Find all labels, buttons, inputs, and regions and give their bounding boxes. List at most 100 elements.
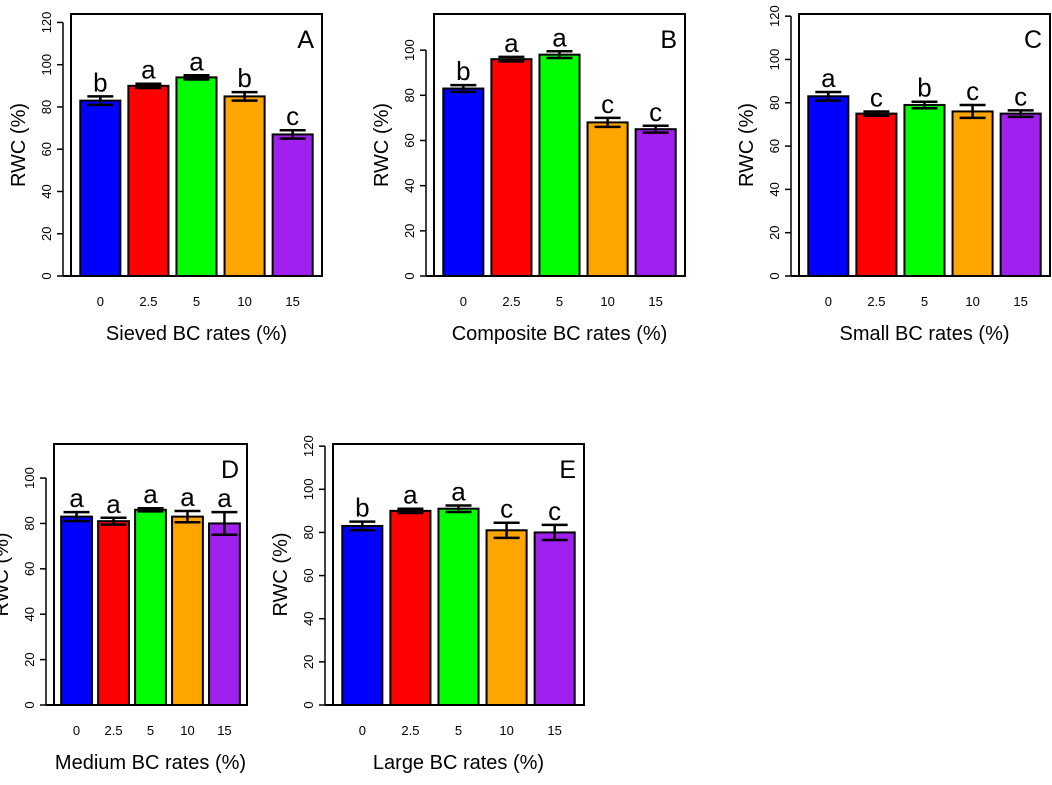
x-tick-label: 10 (965, 294, 979, 309)
bar (389, 509, 432, 706)
bar (271, 133, 314, 277)
y-axis-title: RWC (%) (371, 103, 393, 187)
significance-letter: a (451, 476, 466, 506)
x-tick-label: 0 (825, 294, 832, 309)
y-tick-label: 40 (22, 607, 37, 621)
y-tick-label: 80 (39, 100, 54, 114)
x-tick-label: 15 (285, 294, 299, 309)
significance-letter: c (500, 494, 513, 524)
significance-letter: a (504, 28, 519, 58)
plot-frame (53, 443, 248, 706)
x-tick-label: 0 (73, 723, 80, 738)
significance-letter: c (548, 496, 561, 526)
x-tick-label: 2.5 (139, 294, 157, 309)
x-axis-title: Small BC rates (%) (839, 323, 1009, 345)
panel-label: C (1024, 26, 1042, 54)
bar (223, 95, 266, 277)
bar (127, 84, 170, 277)
y-tick-label: 120 (301, 435, 316, 457)
bar (903, 103, 946, 277)
y-tick-label: 40 (39, 184, 54, 198)
y-tick-label: 100 (402, 39, 417, 61)
bar (855, 112, 898, 277)
y-tick-label: 40 (402, 178, 417, 192)
x-tick-label: 5 (193, 294, 200, 309)
x-axis-title: Large BC rates (%) (373, 752, 544, 774)
y-tick-label: 60 (22, 562, 37, 576)
bar (341, 524, 384, 706)
y-tick-label: 80 (301, 525, 316, 539)
significance-letter: a (189, 46, 204, 76)
bar (79, 99, 122, 278)
bar (437, 507, 480, 707)
y-tick-label: 60 (39, 142, 54, 156)
significance-letter: a (141, 55, 156, 85)
plot-frame (70, 13, 323, 277)
x-tick-label: 2.5 (401, 723, 419, 738)
y-tick-label: 0 (301, 701, 316, 708)
bar (97, 520, 130, 706)
y-tick-label: 40 (301, 611, 316, 625)
x-axis-title: Composite BC rates (%) (452, 323, 668, 345)
bar (60, 515, 93, 707)
significance-letter: a (69, 483, 84, 513)
bar (171, 515, 204, 707)
significance-letter: b (917, 73, 931, 103)
x-tick-label: 10 (237, 294, 251, 309)
significance-letter: a (403, 480, 418, 510)
y-tick-label: 20 (767, 225, 782, 239)
x-tick-label: 0 (97, 294, 104, 309)
significance-letter: b (237, 63, 251, 93)
y-tick-label: 20 (301, 655, 316, 669)
y-tick-label: 100 (301, 478, 316, 500)
x-tick-label: 15 (1013, 294, 1027, 309)
plot-frame (798, 13, 1051, 277)
panel-a: b 0 a 2.5 a 5 b 10 c 15 0 20 40 60 80 100 120 RWC (%) Siev… (8, 12, 323, 345)
significance-letter: c (649, 97, 662, 127)
bar (538, 53, 581, 278)
x-tick-label: 2.5 (867, 294, 885, 309)
y-tick-label: 40 (767, 182, 782, 196)
significance-letter: a (180, 482, 195, 512)
panel-label: B (660, 26, 677, 54)
significance-letter: b (355, 493, 369, 523)
panel-label: A (297, 26, 314, 54)
x-tick-label: 10 (600, 294, 614, 309)
x-tick-label: 5 (147, 723, 154, 738)
y-tick-label: 100 (22, 467, 37, 489)
y-tick-label: 0 (402, 272, 417, 279)
panel-d: a 0 a 2.5 a 5 a 10 a 15 0 20 40 60 80 100 RWC (%) Medium … (0, 443, 248, 774)
y-tick-label: 20 (39, 227, 54, 241)
bar (490, 58, 533, 278)
y-tick-label: 100 (39, 54, 54, 76)
panel-label: D (221, 456, 239, 484)
significance-letter: c (870, 82, 883, 112)
significance-letter: b (93, 67, 107, 97)
x-tick-label: 5 (455, 723, 462, 738)
significance-letter: b (456, 56, 470, 86)
x-axis-title: Medium BC rates (%) (55, 752, 246, 774)
panel-b: b 0 a 2.5 a 5 c 10 c 15 0 20 40 60 80 100 RWC (%) Composi… (371, 13, 686, 345)
bar (208, 522, 241, 706)
x-tick-label: 2.5 (104, 723, 122, 738)
y-tick-label: 0 (39, 272, 54, 279)
bar (134, 508, 167, 706)
y-tick-label: 80 (767, 96, 782, 110)
significance-letter: c (1014, 81, 1027, 111)
bar (533, 531, 576, 706)
panel-e: b 0 a 2.5 a 5 c 10 c 15 0 20 40 60 80 100 120 RWC (%) Larg… (270, 435, 585, 774)
x-tick-label: 2.5 (502, 294, 520, 309)
x-tick-label: 0 (359, 723, 366, 738)
significance-letter: a (106, 489, 121, 519)
y-tick-label: 120 (767, 5, 782, 27)
y-tick-label: 120 (39, 12, 54, 34)
y-tick-label: 20 (22, 652, 37, 666)
bar (586, 121, 629, 278)
y-axis-title: RWC (%) (270, 532, 292, 616)
x-axis-title: Sieved BC rates (%) (106, 323, 287, 345)
y-tick-label: 0 (767, 272, 782, 279)
x-tick-label: 5 (556, 294, 563, 309)
significance-letter: a (552, 22, 567, 52)
y-tick-label: 60 (402, 133, 417, 147)
